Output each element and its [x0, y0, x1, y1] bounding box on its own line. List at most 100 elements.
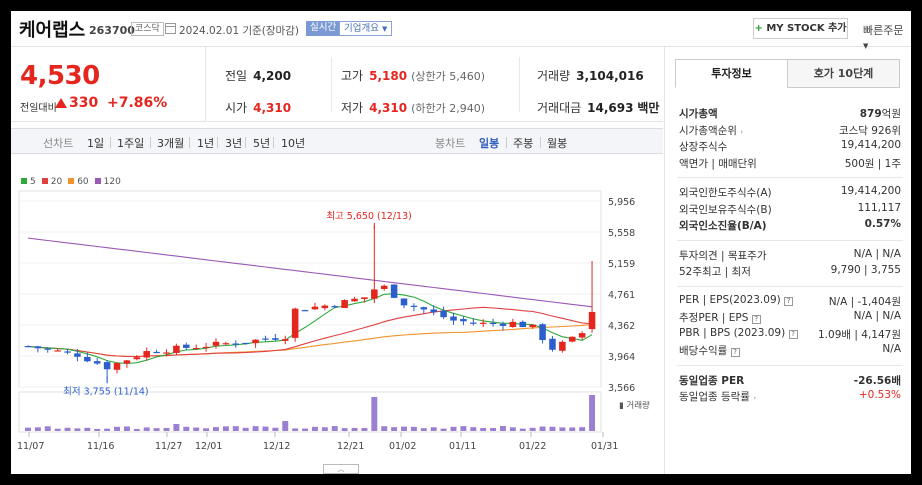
info-row-par: 액면가 | 매매단위 500원 | 1주: [677, 155, 903, 172]
info-row-foreign-ratio: 외국인소진율(B/A) 0.57%: [677, 217, 903, 234]
info-label: PBR | BPS (2023.09) ?: [679, 327, 798, 339]
candle-body: [192, 347, 200, 350]
y-tick-label: 5,956: [608, 197, 635, 208]
volume-bar: [569, 427, 576, 431]
candle-body: [34, 346, 42, 349]
volume-bar: [74, 428, 81, 431]
candle-body: [64, 351, 71, 353]
price-change: 330: [55, 95, 98, 111]
info-value: 19,414,200: [840, 185, 901, 197]
chart-canvas[interactable]: 5,956 5,558 5,159 4,761 4,362 3,964 3,566 최고 5,…: [11, 161, 663, 461]
volume-bar: [341, 428, 348, 431]
realtime-button[interactable]: 실시간: [306, 21, 341, 36]
mystock-add-button[interactable]: + MY STOCK 추가: [753, 18, 848, 39]
info-row-sector-change: 동일업종 등락률 › +0.53%: [677, 388, 903, 405]
market-cap-unit: 억원: [881, 108, 901, 120]
quick-order-button[interactable]: 빠른주문 ▼: [863, 22, 911, 51]
interval-weekly[interactable]: 주봉: [513, 137, 534, 150]
pbr-label: PBR | BPS (2023.09): [679, 326, 786, 339]
help-icon[interactable]: ?: [751, 315, 761, 324]
volume-bar: [123, 426, 130, 431]
info-value: 0.57%: [864, 218, 901, 230]
volume-bar: [193, 427, 200, 431]
volume-bar: [302, 428, 309, 431]
x-tick-label: 12/12: [263, 441, 290, 452]
info-row-est-per: 추정PER | EPS ? N/A | N/A: [677, 309, 903, 326]
x-tick-label: 01/22: [519, 441, 546, 452]
period-1d[interactable]: 1일: [87, 137, 105, 150]
volume-bar: [371, 397, 378, 431]
candle-body: [351, 298, 358, 302]
info-list: 시가총액 879억원 시가총액순위 › 코스닥 926위 상장주식수 19,414,2…: [677, 105, 903, 405]
info-value: 9,790 | 3,755: [830, 264, 901, 276]
dividend-label: 배당수익률: [679, 345, 728, 357]
candle-body: [103, 362, 111, 370]
volume-bar: [589, 395, 596, 431]
period-5y[interactable]: 5년: [253, 137, 271, 150]
period-3y[interactable]: 3년: [225, 137, 243, 150]
volume-bar: [232, 426, 239, 431]
line-chart-button[interactable]: 선차트: [43, 137, 74, 150]
amount-unit: 백만: [637, 101, 660, 115]
est-per-value: N/A: [853, 310, 873, 322]
volume-bar: [539, 426, 546, 431]
candle-body: [529, 324, 536, 328]
tab-invest-info[interactable]: 투자정보: [675, 59, 788, 88]
high-annotation: 최고 5,650 (12/13): [326, 211, 412, 222]
info-value: 111,117: [857, 201, 901, 214]
info-label: 투자의견 | 목표주가: [679, 249, 767, 262]
help-icon[interactable]: ?: [788, 329, 798, 339]
interval-daily[interactable]: 일봉: [479, 137, 500, 150]
legend-item: 20: [41, 177, 62, 187]
x-tick-label: 11/16: [87, 441, 114, 452]
stock-quote-panel: 케어랩스 263700 코스닥 2024.02.01 기준(장마감) 실시간 기…: [11, 11, 911, 474]
info-value: N/A | N/A: [853, 310, 901, 322]
interval-monthly[interactable]: 월봉: [547, 137, 568, 150]
period-3m[interactable]: 3개월: [157, 137, 185, 150]
info-label: 상장주식수: [679, 141, 728, 153]
low-label: 저가: [341, 101, 364, 115]
info-value: 500원 | 1주: [844, 157, 901, 170]
candle-body: [113, 363, 121, 370]
candle-body: [163, 352, 170, 354]
candle-body: [242, 342, 249, 345]
candle-body: [331, 306, 339, 308]
price-chart[interactable]: 5 20 60 120 5,956 5,558 5,159 4,761 4,362 3,964 3…: [11, 161, 663, 474]
info-value: N/A | N/A: [853, 247, 901, 260]
quote-grid: 전일 4,200 시가 4,310 고가 5,180 (상한가 5,460) 저가 4,3…: [207, 47, 663, 122]
quick-order-label: 빠른주문: [863, 24, 904, 37]
volume-bar: [163, 427, 170, 431]
x-tick-label: 01/31: [591, 441, 618, 452]
company-overview-button[interactable]: 기업개요 ▼: [339, 21, 393, 36]
open-label: 시가: [225, 101, 248, 115]
info-row-52week: 52주최고 | 최저 9,790 | 3,755: [677, 263, 903, 280]
volume-bar: [44, 426, 51, 431]
amount-label: 거래대금: [537, 101, 582, 115]
period-1w[interactable]: 1주일: [117, 137, 145, 150]
volume-bar: [213, 427, 219, 431]
candle-body: [291, 308, 299, 338]
info-value: -26.56배: [853, 374, 901, 387]
stock-name: 케어랩스: [19, 20, 86, 41]
legend-item: 120: [94, 177, 121, 187]
volume-bar: [94, 428, 101, 431]
period-10y[interactable]: 10년: [281, 137, 306, 150]
info-label: 액면가 | 매매단위: [679, 157, 757, 170]
info-value: +0.53%: [858, 389, 901, 401]
info-label: 52주최고 | 최저: [679, 266, 751, 278]
candle-chart-button[interactable]: 봉차트: [435, 137, 466, 150]
candle-body: [420, 307, 428, 310]
candle-body: [400, 298, 408, 306]
volume-panel: [18, 391, 602, 433]
price-summary: 4,530 전일대비 330 +7.86%: [11, 47, 206, 122]
info-value: 1.09배 | 4,147원: [818, 328, 901, 341]
candle-body: [380, 285, 388, 289]
help-icon[interactable]: ?: [784, 296, 794, 306]
period-1y[interactable]: 1년: [197, 137, 215, 150]
candle-body: [262, 338, 269, 340]
help-icon[interactable]: ?: [730, 348, 740, 357]
chart-scroll-handle[interactable]: ︿: [323, 464, 359, 474]
tab-quote-10[interactable]: 호가 10단계: [787, 59, 900, 88]
info-row-sector-per: 동일업종 PER -26.56배: [677, 372, 903, 389]
candle-body: [212, 341, 220, 346]
